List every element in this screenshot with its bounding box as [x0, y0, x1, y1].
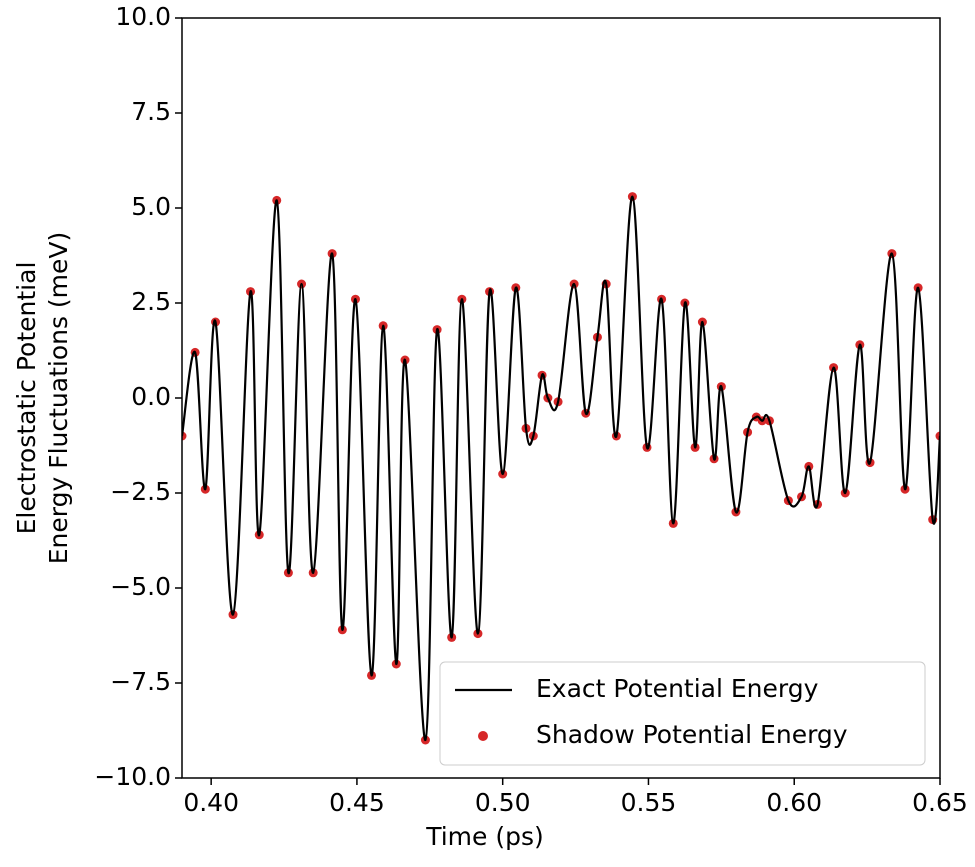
x-tick-label: 0.50: [475, 788, 531, 817]
legend-label: Shadow Potential Energy: [536, 720, 848, 749]
plot-frame: [181, 17, 941, 779]
legend-marker: [478, 731, 488, 741]
y-axis-label: Electrostatic Potential: [12, 262, 41, 535]
y-tick-label: 5.0: [131, 192, 171, 221]
y-axis-label: Energy Fluctuations (meV): [44, 232, 73, 565]
legend: Exact Potential Energy Shadow Potential E…: [439, 661, 926, 766]
y-tick-label: 2.5: [131, 287, 171, 316]
y-tick-label: 7.5: [131, 97, 171, 126]
x-tick-label: 0.60: [766, 788, 822, 817]
data-line: [182, 195, 940, 742]
x-tick-label: 0.45: [329, 788, 385, 817]
y-tick-label: 0.0: [131, 382, 171, 411]
y-tick-label: −2.5: [110, 477, 171, 506]
plot-area: [182, 192, 940, 745]
x-tick-label: 0.55: [621, 788, 677, 817]
y-tick-label: −7.5: [110, 667, 171, 696]
y-tick-label: −10.0: [94, 762, 171, 791]
x-tick-label: 0.65: [912, 788, 968, 817]
y-tick-label: 10.0: [115, 2, 171, 31]
legend-box: [439, 661, 926, 766]
x-tick-label: 0.40: [183, 788, 239, 817]
x-axis-label: Time (ps): [425, 822, 544, 851]
y-tick-label: −5.0: [110, 572, 171, 601]
legend-label: Exact Potential Energy: [536, 674, 819, 703]
